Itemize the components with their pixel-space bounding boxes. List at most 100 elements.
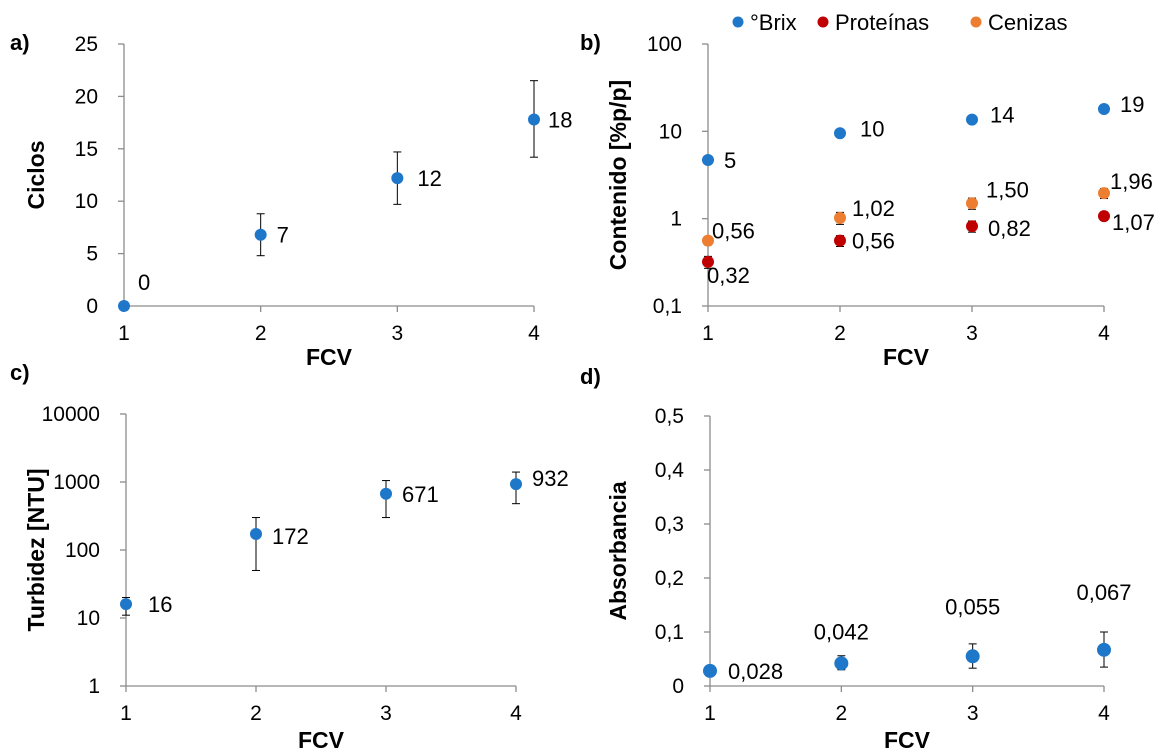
x-tick-label: 3 <box>380 702 392 725</box>
data-label: 932 <box>532 466 569 491</box>
series-1: 0 7 12 18 <box>118 80 572 312</box>
y-tick-label: 15 <box>75 138 98 161</box>
y-tick-label: 0,2 <box>655 567 684 590</box>
data-label: 7 <box>277 223 289 248</box>
data-point <box>965 649 980 664</box>
x-tick-label: 1 <box>702 322 714 345</box>
y-tick-label: 20 <box>75 85 98 108</box>
data-point <box>702 153 714 166</box>
data-label: 1,96 <box>1110 169 1153 194</box>
data-point <box>510 478 522 491</box>
y-tick-label: 0,5 <box>655 405 684 428</box>
data-point <box>966 113 978 126</box>
legend-label: Proteínas <box>835 10 929 35</box>
y-tick-label: 100 <box>647 33 682 56</box>
y-axis-title: Turbidez [NTU] <box>23 468 49 631</box>
series-1: 16 172 671 932 <box>120 466 569 617</box>
y-axis-title: Ciclos <box>23 140 49 209</box>
data-label: 0,042 <box>814 619 869 644</box>
data-point <box>380 487 392 500</box>
data-point <box>1097 642 1111 657</box>
x-axis-title: FCV <box>298 727 345 753</box>
series-cenizas: 0,56 1,02 1,50 1,96 <box>702 169 1153 247</box>
panel-letter: c) <box>10 360 30 385</box>
legend-marker <box>732 16 744 28</box>
series-prote-nas: 0,32 0,56 0,82 1,07 <box>702 210 1155 288</box>
data-label: 10 <box>860 116 884 141</box>
x-tick-label: 4 <box>528 322 540 345</box>
legend-item: Cenizas <box>970 10 1067 35</box>
y-tick-label: 5 <box>86 243 98 266</box>
data-label: 671 <box>402 482 439 507</box>
y-tick-label: 1 <box>670 208 682 231</box>
chart-panel-4: d) 0 0,1 0,2 0,3 0,4 0,5 1 2 3 4 FCV Absorbancia 0,02… <box>580 364 1132 753</box>
data-point <box>703 663 717 678</box>
data-point <box>120 598 132 611</box>
x-axis-title: FCV <box>883 344 930 370</box>
x-tick-label: 2 <box>250 702 262 725</box>
legend-marker <box>817 16 829 28</box>
data-label: 5 <box>724 148 736 173</box>
data-point <box>1098 187 1110 200</box>
x-tick-label: 4 <box>510 702 522 725</box>
y-tick-label: 0,4 <box>655 459 685 482</box>
legend-label: Cenizas <box>988 10 1067 35</box>
panel-letter: d) <box>580 364 601 389</box>
data-point <box>834 234 846 247</box>
y-tick-label: 10 <box>77 607 100 630</box>
x-tick-label: 3 <box>967 702 979 725</box>
data-point <box>834 127 846 140</box>
y-tick-label: 0,1 <box>653 295 682 318</box>
x-tick-label: 4 <box>1098 322 1110 345</box>
chart-panel-3: c) 1 10 100 1000 10000 1 2 3 4 FCV Turbidez [NTU] 16… <box>10 360 569 753</box>
y-tick-label: 25 <box>75 33 98 56</box>
data-label: 12 <box>417 166 441 191</box>
data-label: 18 <box>548 107 572 132</box>
chart-panel-2: b) 0,1 1 10 100 1 2 3 4 FCV Contenido [%p/p] 5 10 14 1… <box>580 30 1155 370</box>
x-tick-label: 3 <box>966 322 978 345</box>
y-tick-label: 0 <box>86 295 98 318</box>
y-tick-label: 0 <box>672 675 684 698</box>
y-tick-label: 100 <box>65 539 100 562</box>
y-tick-label: 10000 <box>42 403 100 426</box>
legend-item: °Brix <box>732 10 797 35</box>
x-axis-title: FCV <box>306 344 353 370</box>
y-tick-label: 0,1 <box>655 621 684 644</box>
data-label: 1,02 <box>852 196 895 221</box>
legend-item: Proteínas <box>817 10 929 35</box>
x-tick-label: 1 <box>704 702 716 725</box>
data-point <box>966 197 978 210</box>
data-point <box>702 234 714 247</box>
data-label: 172 <box>272 524 309 549</box>
data-point <box>1098 103 1110 116</box>
data-point <box>834 656 849 671</box>
data-point <box>391 172 404 185</box>
x-tick-label: 3 <box>391 322 403 345</box>
series-1: 0,028 0,042 0,055 0,067 <box>703 580 1132 684</box>
y-axis-title: Contenido [%p/p] <box>605 80 631 270</box>
y-axis-title: Absorbancia <box>605 481 631 621</box>
data-label: 1,50 <box>986 177 1029 202</box>
panel-letter: b) <box>580 30 601 55</box>
y-tick-label: 1000 <box>53 471 100 494</box>
y-tick-label: 10 <box>75 190 98 213</box>
data-label: 0,56 <box>712 219 755 244</box>
data-label: 0 <box>138 270 150 295</box>
data-point <box>254 228 267 241</box>
legend-label: °Brix <box>750 10 797 35</box>
y-tick-label: 0,3 <box>655 513 684 536</box>
data-point <box>118 300 130 312</box>
data-label: 0,56 <box>852 229 895 254</box>
data-point <box>702 255 714 268</box>
x-tick-label: 2 <box>255 322 267 345</box>
data-point <box>966 220 978 233</box>
data-label: 0,067 <box>1076 580 1131 605</box>
x-tick-label: 4 <box>1098 702 1110 725</box>
panel-letter: a) <box>10 30 30 55</box>
x-tick-label: 1 <box>118 322 130 345</box>
data-label: 0,32 <box>707 263 750 288</box>
data-label: 14 <box>990 103 1014 128</box>
